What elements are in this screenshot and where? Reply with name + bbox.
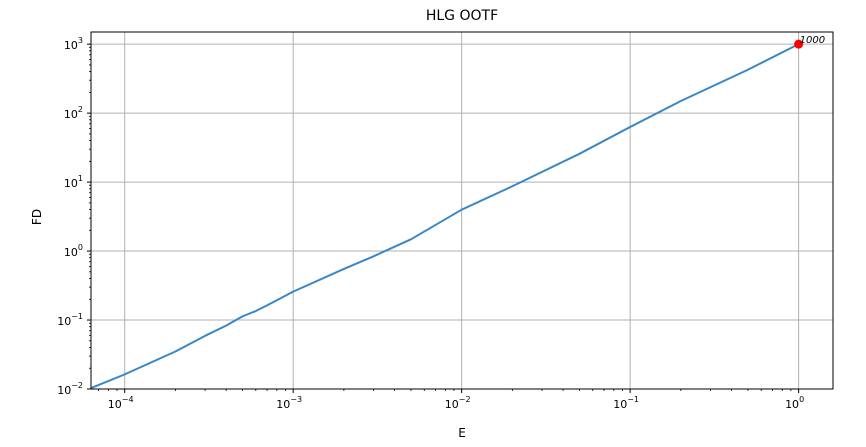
x-tick-label: 10−4 — [108, 395, 134, 411]
annotation-layer: 1000 — [794, 35, 825, 49]
x-tick-label: 100 — [785, 395, 804, 411]
y-tick-label: 101 — [64, 174, 83, 190]
y-tick-label: 10−1 — [57, 312, 83, 328]
y-tick-label: 100 — [64, 243, 83, 259]
tick-layer: 10−4 10−3 10−2 10−1 100 10−2 10−1 100 101 102 103 — [57, 36, 804, 411]
x-tick-label: 10−1 — [613, 395, 639, 411]
y-tick-label: 103 — [64, 36, 83, 52]
y-tick-label: 102 — [64, 105, 83, 121]
x-tick-label: 10−2 — [445, 395, 471, 411]
x-tick-label: 10−3 — [276, 395, 302, 411]
y-tick-label: 10−2 — [57, 381, 83, 397]
series-line — [90, 43, 800, 390]
highlight-point-label: 1000 — [800, 35, 825, 46]
y-axis-label: FD — [30, 209, 44, 225]
chart-title: HLG OOTF — [426, 8, 498, 24]
highlight-point — [794, 39, 804, 49]
x-axis-label: E — [458, 426, 466, 440]
series-layer — [90, 43, 800, 390]
